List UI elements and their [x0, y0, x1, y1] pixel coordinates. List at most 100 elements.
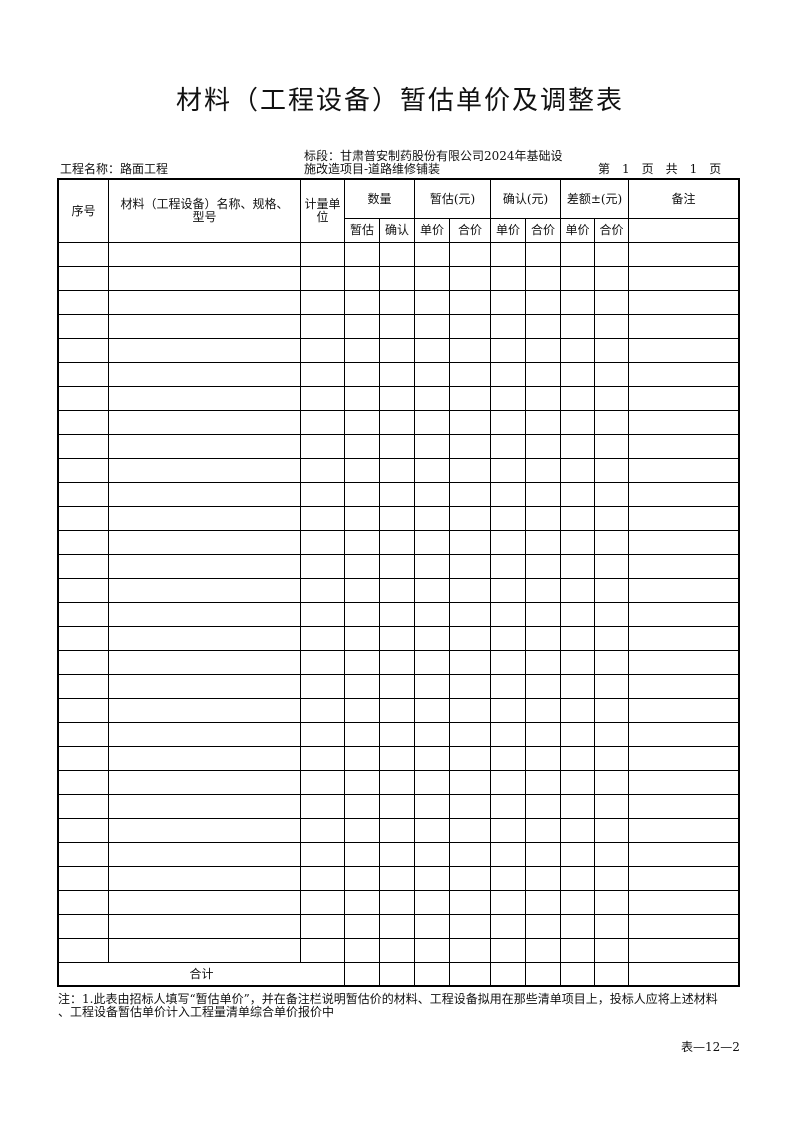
table-cell	[378, 914, 416, 939]
table-cell	[560, 242, 596, 267]
table-cell	[378, 818, 416, 843]
table-cell	[344, 698, 380, 723]
table-cell	[300, 746, 345, 771]
table-cell	[525, 722, 562, 747]
table-cell	[594, 506, 630, 531]
table-cell	[378, 794, 416, 819]
table-cell	[108, 818, 301, 843]
table-cell	[58, 578, 109, 603]
table-row	[58, 458, 740, 483]
table-cell	[628, 746, 740, 771]
table-cell	[58, 722, 109, 747]
table-cell	[108, 410, 301, 435]
table-cell	[300, 362, 345, 387]
table-cell	[378, 434, 416, 459]
table-cell	[560, 818, 596, 843]
table-cell	[58, 626, 109, 651]
table-cell	[490, 434, 527, 459]
table-cell	[414, 698, 451, 723]
table-cell	[449, 434, 492, 459]
table-cell	[58, 362, 109, 387]
table-cell	[594, 650, 630, 675]
table-cell	[560, 362, 596, 387]
table-cell	[594, 602, 630, 627]
table-cell	[344, 650, 380, 675]
table-cell	[525, 242, 562, 267]
table-cell	[414, 602, 451, 627]
table-cell	[449, 914, 492, 939]
table-cell	[490, 818, 527, 843]
table-cell	[628, 458, 740, 483]
table-cell	[490, 554, 527, 579]
table-cell	[414, 818, 451, 843]
table-cell	[58, 266, 109, 291]
table-cell	[378, 722, 416, 747]
table-cell	[490, 650, 527, 675]
table-cell	[378, 674, 416, 699]
table-cell	[449, 578, 492, 603]
table-cell	[58, 242, 109, 267]
table-cell	[594, 698, 630, 723]
table-cell	[449, 770, 492, 795]
table-cell	[378, 626, 416, 651]
table-cell	[300, 650, 345, 675]
table-cell	[414, 458, 451, 483]
table-cell	[108, 362, 301, 387]
table-row	[58, 650, 740, 675]
table-cell	[490, 290, 527, 315]
table-row	[58, 362, 740, 387]
table-cell	[378, 458, 416, 483]
table-cell	[525, 362, 562, 387]
table-cell	[490, 842, 527, 867]
table-row	[58, 314, 740, 339]
table-cell	[594, 362, 630, 387]
table-cell	[378, 842, 416, 867]
table-cell	[449, 842, 492, 867]
table-cell	[594, 794, 630, 819]
table-cell	[560, 722, 596, 747]
table-cell	[490, 458, 527, 483]
table-row	[58, 482, 740, 507]
table-cell	[58, 482, 109, 507]
table-cell	[560, 458, 596, 483]
table-cell	[560, 794, 596, 819]
header-name: 材料（工程设备）名称、规格、型号	[108, 179, 301, 243]
table-cell	[344, 770, 380, 795]
table-cell	[628, 290, 740, 315]
table-cell	[300, 434, 345, 459]
table-cell	[58, 890, 109, 915]
table-cell	[58, 794, 109, 819]
table-cell	[525, 458, 562, 483]
table-cell	[58, 434, 109, 459]
table-cell	[525, 506, 562, 531]
table-cell	[594, 914, 630, 939]
table-cell	[344, 506, 380, 531]
table-cell	[594, 458, 630, 483]
table-cell	[490, 362, 527, 387]
table-cell	[300, 626, 345, 651]
table-cell	[300, 938, 345, 963]
table-cell	[414, 338, 451, 363]
table-row	[58, 242, 740, 267]
table-cell	[300, 338, 345, 363]
table-cell	[525, 698, 562, 723]
table-cell	[58, 770, 109, 795]
table-cell	[414, 842, 451, 867]
table-cell	[449, 554, 492, 579]
table-cell	[628, 554, 740, 579]
table-cell	[414, 938, 451, 963]
table-cell	[628, 482, 740, 507]
table-cell	[628, 818, 740, 843]
table-cell	[378, 506, 416, 531]
table-cell	[525, 554, 562, 579]
table-row	[58, 722, 740, 747]
table-cell	[378, 266, 416, 291]
table-cell	[594, 266, 630, 291]
table-cell	[344, 938, 380, 963]
total-cell	[449, 962, 492, 986]
table-cell	[414, 722, 451, 747]
table-cell	[414, 362, 451, 387]
table-cell	[378, 482, 416, 507]
table-cell	[108, 842, 301, 867]
table-cell	[525, 650, 562, 675]
